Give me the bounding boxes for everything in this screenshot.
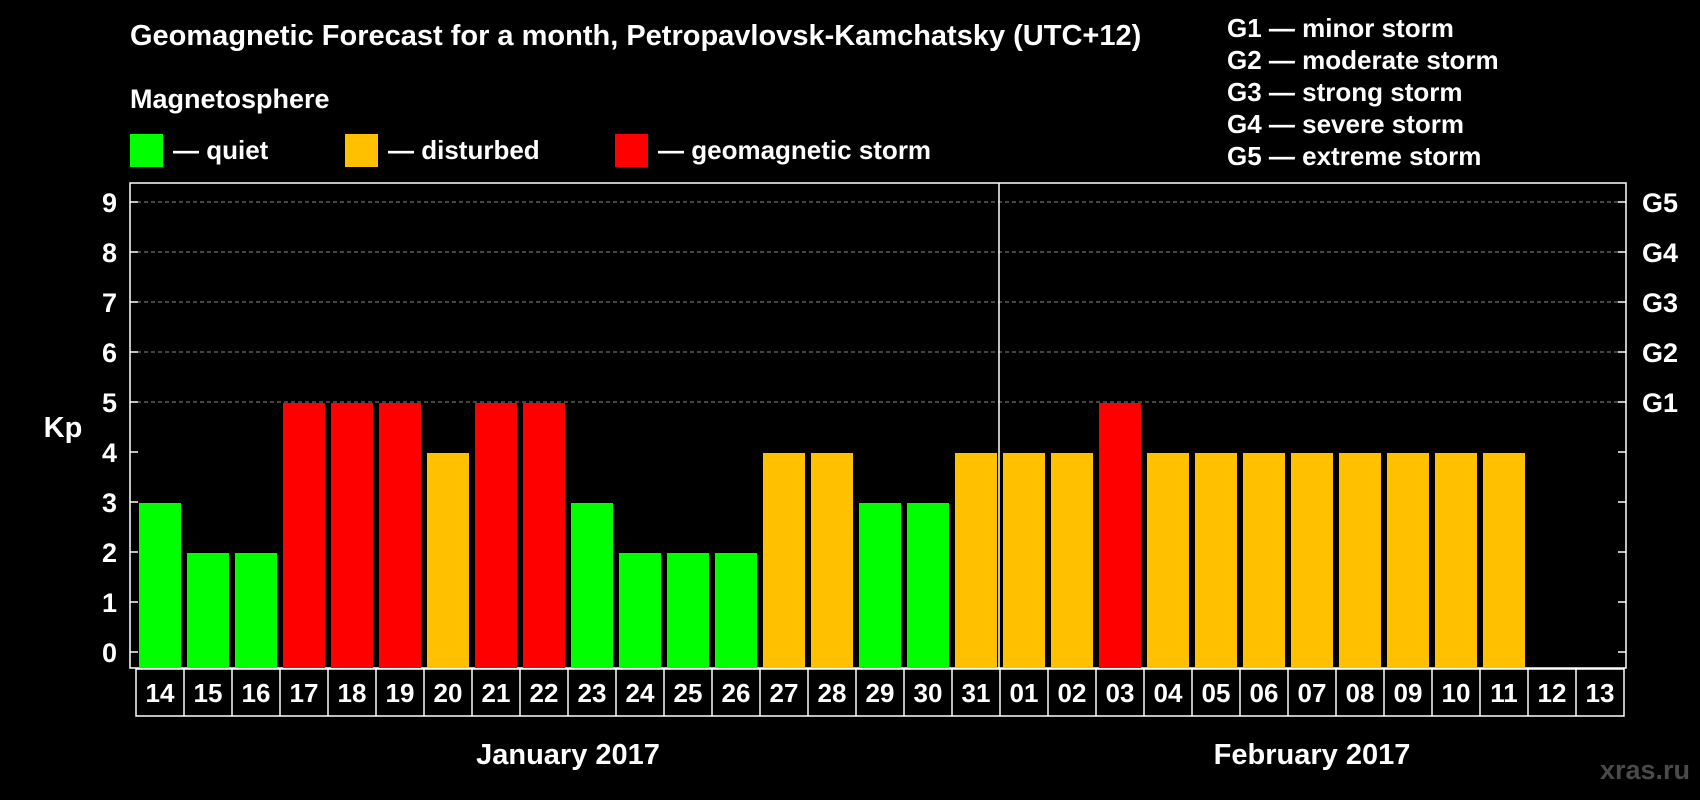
legend-swatch-storm bbox=[615, 134, 648, 167]
x-tick-label: 05 bbox=[1202, 678, 1231, 708]
x-tick-label: 19 bbox=[386, 678, 415, 708]
x-tick-label: 13 bbox=[1586, 678, 1615, 708]
y-axis-label: Kp bbox=[44, 412, 83, 444]
legend-swatch-disturbed bbox=[345, 134, 378, 167]
legend-swatch-quiet bbox=[130, 134, 163, 167]
bar-27 bbox=[763, 453, 805, 668]
x-tick-label: 16 bbox=[242, 678, 271, 708]
x-tick-label: 23 bbox=[578, 678, 607, 708]
x-tick-label: 22 bbox=[530, 678, 559, 708]
x-tick-label: 24 bbox=[626, 678, 655, 708]
bar-03 bbox=[1099, 403, 1141, 668]
y-tick-label: 2 bbox=[102, 538, 117, 568]
x-tick-label: 18 bbox=[338, 678, 367, 708]
bar-26 bbox=[715, 553, 757, 668]
y-tick-label: 5 bbox=[102, 388, 117, 418]
x-tick-label: 15 bbox=[194, 678, 223, 708]
y-right-label: G2 bbox=[1642, 338, 1678, 368]
watermark: xras.ru bbox=[1599, 755, 1690, 785]
x-tick-label: 17 bbox=[290, 678, 319, 708]
x-tick-label: 02 bbox=[1058, 678, 1087, 708]
bar-19 bbox=[379, 403, 421, 668]
storm-scale-g4: G4 — severe storm bbox=[1227, 109, 1465, 139]
y-tick-label: 9 bbox=[102, 188, 117, 218]
y-tick-label: 7 bbox=[102, 288, 117, 318]
bar-16 bbox=[235, 553, 277, 668]
bar-01 bbox=[1003, 453, 1045, 668]
legend-title: Magnetosphere bbox=[130, 84, 330, 114]
bar-10 bbox=[1435, 453, 1477, 668]
x-tick-label: 11 bbox=[1490, 678, 1518, 708]
bar-28 bbox=[811, 453, 853, 668]
bar-15 bbox=[187, 553, 229, 668]
bar-02 bbox=[1051, 453, 1093, 668]
x-tick-label: 01 bbox=[1010, 678, 1039, 708]
legend-label-quiet: — quiet bbox=[173, 135, 269, 165]
y-right-label: G5 bbox=[1642, 188, 1678, 218]
x-tick-label: 03 bbox=[1106, 678, 1135, 708]
bar-11 bbox=[1483, 453, 1525, 668]
bar-14 bbox=[139, 503, 181, 668]
bar-09 bbox=[1387, 453, 1429, 668]
storm-scale-legend: G1 — minor storm G2 — moderate storm G3 … bbox=[1227, 12, 1499, 172]
bar-25 bbox=[667, 553, 709, 668]
storm-scale-g3: G3 — strong storm bbox=[1227, 77, 1463, 107]
legend-item-storm: — geomagnetic storm bbox=[615, 134, 931, 167]
bar-23 bbox=[571, 503, 613, 668]
y-right-label: G3 bbox=[1642, 288, 1678, 318]
bar-31 bbox=[955, 453, 997, 668]
x-tick-label: 30 bbox=[914, 678, 943, 708]
storm-scale-g5: G5 — extreme storm bbox=[1227, 141, 1482, 171]
x-tick-label: 25 bbox=[674, 678, 703, 708]
month-label: February 2017 bbox=[1214, 739, 1411, 771]
x-tick-label: 07 bbox=[1298, 678, 1327, 708]
storm-scale-g2: G2 — moderate storm bbox=[1227, 45, 1499, 75]
legend-item-quiet: — quiet bbox=[130, 134, 268, 167]
x-tick-label: 20 bbox=[434, 678, 463, 708]
bar-29 bbox=[859, 503, 901, 668]
x-tick-label: 09 bbox=[1394, 678, 1423, 708]
y-tick-label: 3 bbox=[102, 488, 117, 518]
storm-scale-g1: G1 — minor storm bbox=[1227, 13, 1454, 43]
bar-04 bbox=[1147, 453, 1189, 668]
bar-22 bbox=[523, 403, 565, 668]
bar-17 bbox=[283, 403, 325, 668]
y-tick-label: 1 bbox=[102, 588, 117, 618]
bar-21 bbox=[475, 403, 517, 668]
x-tick-label: 27 bbox=[770, 678, 799, 708]
chart-title: Geomagnetic Forecast for a month, Petrop… bbox=[130, 20, 1142, 52]
bar-08 bbox=[1339, 453, 1381, 668]
bar-24 bbox=[619, 553, 661, 668]
x-tick-label: 31 bbox=[962, 678, 991, 708]
y-tick-label: 4 bbox=[102, 438, 117, 468]
y-right-label: G4 bbox=[1642, 238, 1678, 268]
y-tick-label: 0 bbox=[102, 638, 117, 668]
bar-06 bbox=[1243, 453, 1285, 668]
x-tick-label: 08 bbox=[1346, 678, 1375, 708]
y-tick-label: 6 bbox=[102, 338, 117, 368]
month-label: January 2017 bbox=[476, 739, 660, 771]
x-tick-label: 26 bbox=[722, 678, 751, 708]
x-tick-label: 12 bbox=[1538, 678, 1567, 708]
legend-label-disturbed: — disturbed bbox=[388, 135, 540, 165]
x-tick-label: 04 bbox=[1154, 678, 1183, 708]
bar-30 bbox=[907, 503, 949, 668]
bar-20 bbox=[427, 453, 469, 668]
legend-item-disturbed: — disturbed bbox=[345, 134, 540, 167]
y-right-label: G1 bbox=[1642, 388, 1678, 418]
date-axis-box bbox=[135, 668, 1625, 717]
bar-05 bbox=[1195, 453, 1237, 668]
legend-label-storm: — geomagnetic storm bbox=[658, 135, 932, 165]
x-tick-label: 29 bbox=[866, 678, 895, 708]
bar-07 bbox=[1291, 453, 1333, 668]
bar-18 bbox=[331, 403, 373, 668]
x-tick-label: 28 bbox=[818, 678, 847, 708]
y-tick-label: 8 bbox=[102, 238, 117, 268]
x-tick-label: 21 bbox=[482, 678, 511, 708]
x-tick-label: 10 bbox=[1442, 678, 1471, 708]
x-tick-label: 14 bbox=[146, 678, 175, 708]
x-tick-label: 06 bbox=[1250, 678, 1279, 708]
